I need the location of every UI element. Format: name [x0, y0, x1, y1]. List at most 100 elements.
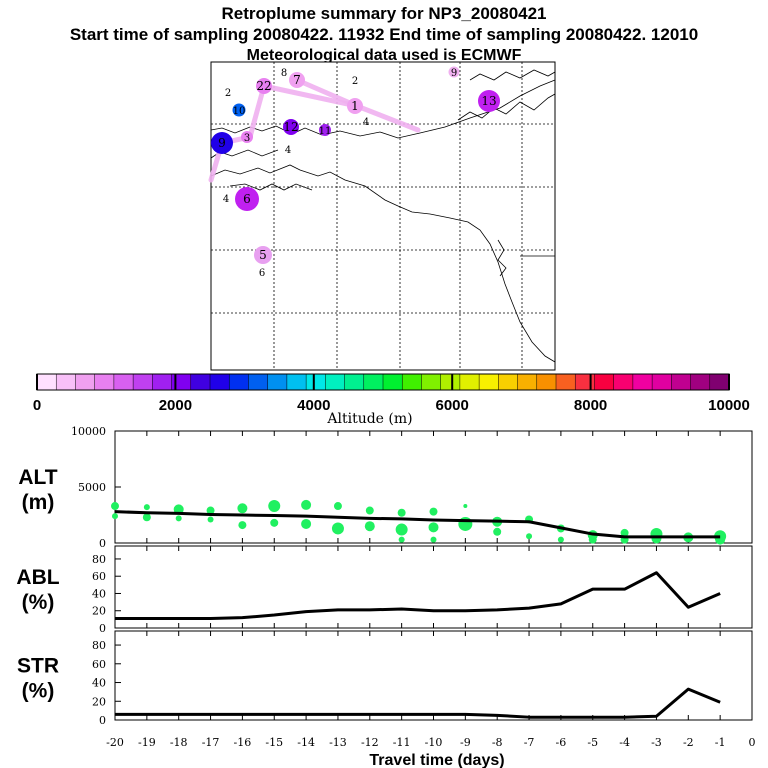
- panel-label: ALT: [18, 466, 57, 489]
- colorbar-swatch: [460, 374, 480, 390]
- altitude-scatter-point: [176, 515, 182, 521]
- altitude-scatter-point: [493, 528, 501, 536]
- colorbar-swatch: [133, 374, 153, 390]
- panel-unit: (%): [22, 680, 55, 703]
- x-tick-label: -15: [265, 736, 283, 749]
- panel-unit: (m): [22, 491, 55, 514]
- altitude-scatter-point: [526, 533, 532, 539]
- altitude-scatter-point: [332, 522, 344, 534]
- altitude-scatter-point: [430, 508, 438, 516]
- altitude-scatter-point: [334, 502, 342, 510]
- x-tick-label: -7: [524, 736, 535, 749]
- colorbar-swatch: [152, 374, 172, 390]
- colorbar-swatch: [691, 374, 711, 390]
- x-tick-label: -9: [460, 736, 471, 749]
- map-panel: 8 7 2922213110412 113946456: [211, 62, 555, 370]
- colorbar-swatch: [498, 374, 518, 390]
- plume-centroid-label: 5: [259, 248, 267, 262]
- altitude-scatter-point: [429, 522, 439, 532]
- colorbar-swatch: [210, 374, 230, 390]
- panel-label: STR: [17, 655, 59, 678]
- x-tick-label: -3: [651, 736, 662, 749]
- colorbar-swatch: [364, 374, 384, 390]
- y-tick-label: 20: [92, 695, 106, 708]
- altitude-scatter-point: [399, 537, 405, 543]
- plume-centroid-label: 8: [281, 68, 287, 79]
- plume-centroid-label: 9: [451, 68, 457, 79]
- x-tick-label: -12: [361, 736, 379, 749]
- colorbar-tick-label: 0: [33, 397, 41, 414]
- plume-centroid-label: 1: [351, 99, 359, 113]
- x-tick-label: -2: [683, 736, 694, 749]
- altitude-scatter-point: [270, 519, 278, 527]
- x-tick-label: -18: [170, 736, 188, 749]
- x-tick-label: -11: [393, 736, 411, 749]
- plume-centroid-label: 13: [481, 94, 496, 108]
- x-tick-label: -20: [106, 736, 124, 749]
- plume-centroid-label: 9: [218, 136, 226, 150]
- series-line-str: [115, 689, 720, 717]
- colorbar-swatch: [614, 374, 634, 390]
- y-tick-label: 0: [99, 537, 106, 550]
- y-tick-label: 5000: [78, 481, 106, 494]
- plume-centroid-label: 6: [243, 192, 251, 206]
- altitude-scatter-point: [268, 500, 280, 512]
- colorbar-swatch: [95, 374, 115, 390]
- altitude-scatter-point: [301, 519, 311, 529]
- plume-centroid-label: 11: [319, 126, 332, 137]
- plume-centroid-label: 10: [233, 106, 246, 117]
- x-axis-label: Travel time (days): [369, 752, 504, 768]
- x-tick-label: -6: [556, 736, 567, 749]
- x-tick-label: -5: [587, 736, 598, 749]
- colorbar-swatch: [556, 374, 576, 390]
- plume-centroid-label: 12: [283, 120, 298, 134]
- series-line-alt: [115, 512, 720, 537]
- colorbar-swatch: [37, 374, 57, 390]
- colorbar-swatch: [671, 374, 691, 390]
- colorbar-swatch: [652, 374, 672, 390]
- altitude-colorbar: 0 2000 4000 6000 8000 10000Altitude (m): [33, 374, 750, 427]
- panel-unit: (%): [22, 591, 55, 614]
- plume-centroid-label: 4: [223, 194, 229, 205]
- colorbar-swatch: [56, 374, 76, 390]
- y-tick-label: 40: [92, 587, 106, 600]
- colorbar-tick-label: 10000: [708, 397, 750, 414]
- colorbar-swatch: [191, 374, 211, 390]
- altitude-scatter-point: [111, 502, 119, 510]
- colorbar-swatch: [421, 374, 441, 390]
- colorbar-swatch: [345, 374, 365, 390]
- altitude-scatter-point: [431, 537, 437, 543]
- colorbar-swatch: [325, 374, 345, 390]
- map-frame: [211, 62, 555, 370]
- colorbar-swatch: [537, 374, 557, 390]
- altitude-scatter-point: [365, 521, 375, 531]
- x-tick-label: -10: [425, 736, 443, 749]
- colorbar-swatch: [594, 374, 614, 390]
- colorbar-swatch: [248, 374, 268, 390]
- x-tick-label: -1: [715, 736, 726, 749]
- colorbar-swatch: [75, 374, 95, 390]
- colorbar-swatch: [518, 374, 538, 390]
- altitude-scatter-point: [651, 534, 661, 544]
- x-tick-label: -16: [234, 736, 252, 749]
- altitude-scatter-point: [237, 503, 247, 513]
- y-tick-label: 80: [92, 553, 106, 566]
- colorbar-swatch: [441, 374, 461, 390]
- y-tick-label: 10000: [71, 425, 106, 438]
- altitude-scatter-point: [463, 504, 467, 508]
- y-tick-label: 60: [92, 658, 106, 671]
- colorbar-swatch: [402, 374, 422, 390]
- panel-frame: [115, 631, 752, 720]
- panel-label: ABL: [16, 566, 59, 589]
- altitude-scatter-point: [396, 524, 408, 536]
- colorbar-swatch: [633, 374, 653, 390]
- plume-centroid-label: 3: [244, 133, 250, 144]
- plume-centroid-label: 2: [352, 76, 358, 87]
- altitude-scatter-point: [301, 500, 311, 510]
- panel-abl: 020406080ABL(%): [16, 546, 752, 635]
- colorbar-label: Altitude (m): [326, 411, 412, 427]
- x-tick-label: -19: [138, 736, 156, 749]
- y-tick-label: 20: [92, 605, 106, 618]
- y-tick-label: 40: [92, 677, 106, 690]
- colorbar-swatch: [575, 374, 595, 390]
